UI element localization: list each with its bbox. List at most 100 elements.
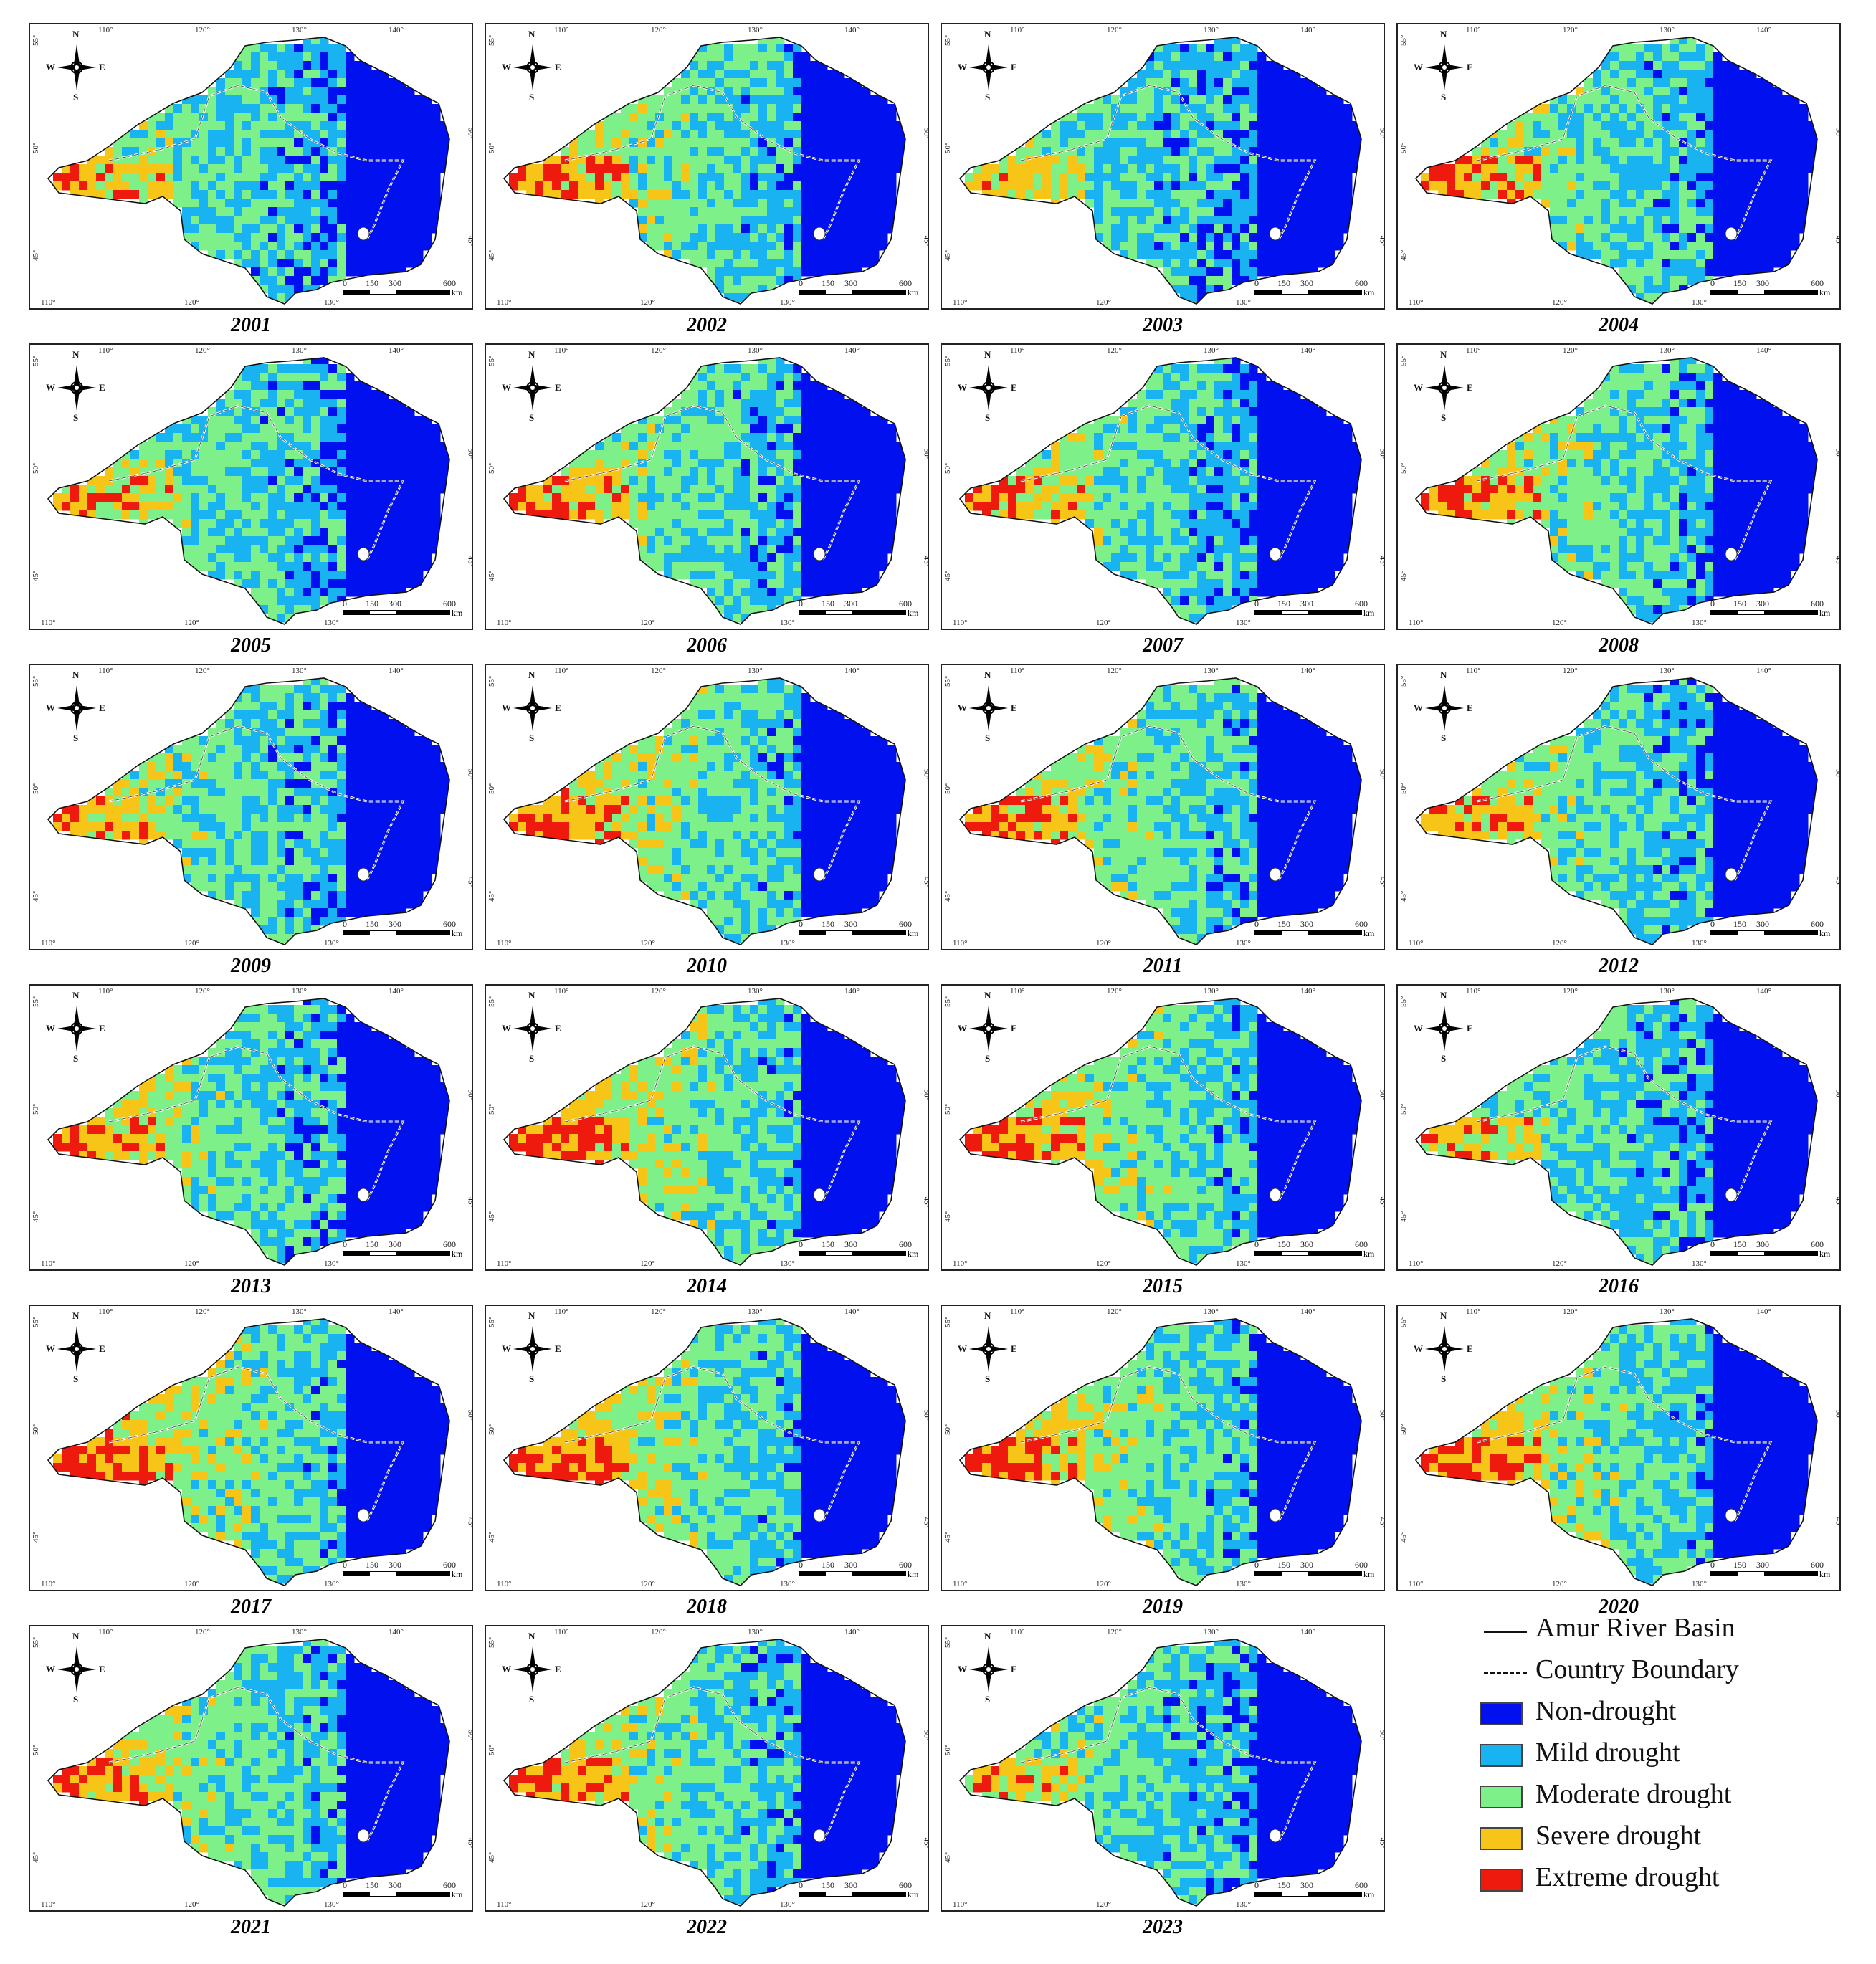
scale-bar-graphic <box>799 930 906 935</box>
scale-bar: 0 150 300 600 km <box>799 1880 920 1902</box>
axis-tick-label: 110° <box>1466 26 1481 34</box>
north-arrow-icon: N S E W <box>958 29 1017 103</box>
scale-label: 150 <box>366 278 378 289</box>
legend-item: Country Boundary <box>1477 1654 1864 1689</box>
axis-tick-label: 130° <box>1692 298 1707 307</box>
scale-unit: km <box>1819 287 1830 298</box>
legend: Amur River Basin Country Boundary Non-drou… <box>1477 1613 1864 1917</box>
scale-bar-graphic <box>1254 610 1362 615</box>
compass-label-n: N <box>984 349 991 361</box>
axis-tick-label: 55° <box>487 35 496 46</box>
country-boundary <box>108 1366 404 1522</box>
lake-khanka <box>813 1508 826 1522</box>
axis-tick-label: 45° <box>487 1211 496 1222</box>
country-boundary <box>1020 85 1315 240</box>
compass-label-s: S <box>985 412 990 424</box>
axis-tick-label: 50° <box>32 143 40 153</box>
axis-tick-label: 50° <box>1378 449 1384 459</box>
legend-item: Severe drought <box>1477 1821 1864 1856</box>
panel-year-label: 2002 <box>485 314 929 337</box>
scale-label: 150 <box>1733 1560 1746 1570</box>
axis-tick-label: 50° <box>922 769 928 780</box>
scale-label: 600 <box>899 1239 912 1250</box>
scale-bar: 0 150 300 600 km <box>1254 1560 1376 1581</box>
compass-label-e: E <box>1011 1343 1017 1355</box>
compass-label-n: N <box>72 349 79 361</box>
north-arrow-icon: N S E W <box>502 29 561 103</box>
compass-label-s: S <box>1441 92 1446 103</box>
axis-tick-label: 55° <box>943 35 952 46</box>
scale-bar: 0 150 300 600 km <box>799 919 920 940</box>
axis-tick-label: 50° <box>922 1090 928 1100</box>
basin-boundary <box>958 1639 1362 1907</box>
scale-bar-graphic <box>799 610 906 615</box>
drought-map <box>503 37 906 305</box>
axis-tick-label: 140° <box>389 1628 404 1636</box>
axis-tick-label: 140° <box>1300 667 1315 675</box>
legend-item: Moderate drought <box>1477 1779 1864 1814</box>
axis-tick-label: 120° <box>1552 298 1567 307</box>
axis-tick-label: 45° <box>32 891 40 902</box>
drought-map <box>47 37 450 305</box>
lake-khanka <box>357 867 370 882</box>
compass-label-n: N <box>528 29 535 40</box>
scale-label: 150 <box>1277 599 1290 609</box>
basin-boundary <box>1414 1318 1818 1586</box>
lake-khanka <box>357 1508 370 1522</box>
scale-label: 300 <box>844 1560 857 1570</box>
axis-tick-label: 110° <box>953 619 968 627</box>
scale-label: 150 <box>1277 278 1290 289</box>
axis-tick-label: 110° <box>1409 619 1424 627</box>
compass-label-s: S <box>529 733 534 744</box>
compass-label-e: E <box>99 1023 105 1034</box>
country-boundary <box>1476 405 1771 561</box>
scale-bar: 0 150 300 600 km <box>1710 1239 1832 1261</box>
axis-tick-label: 140° <box>844 1628 860 1636</box>
lake-khanka <box>1725 1508 1738 1522</box>
lake-khanka <box>357 547 370 561</box>
axis-tick-label: 50° <box>922 1410 928 1421</box>
drought-map <box>958 37 1362 305</box>
country-boundary <box>108 1687 404 1842</box>
country-boundary <box>564 85 860 240</box>
scale-label: 0 <box>799 1560 803 1570</box>
lake-khanka <box>1269 1188 1282 1202</box>
compass-label-e: E <box>1011 1023 1017 1034</box>
scale-bar: 0 150 300 600 km <box>799 1239 920 1261</box>
scale-label: 600 <box>443 1880 456 1891</box>
axis-tick-label: 45° <box>487 891 496 902</box>
scale-label: 0 <box>799 1239 803 1250</box>
scale-label: 150 <box>1733 919 1746 930</box>
compass-label-w: W <box>502 702 511 714</box>
axis-tick-label: 120° <box>1552 619 1567 627</box>
basin-boundary <box>503 37 906 305</box>
compass-label-w: W <box>958 1023 967 1034</box>
scale-label: 600 <box>443 1560 456 1570</box>
axis-tick-label: 45° <box>1378 236 1384 247</box>
scale-label: 300 <box>1300 1880 1313 1891</box>
scale-label: 300 <box>389 1880 401 1891</box>
axis-tick-label: 45° <box>943 1532 952 1543</box>
basin-boundary <box>47 677 450 945</box>
scale-label: 0 <box>343 1239 347 1250</box>
axis-tick-label: 50° <box>1378 1730 1384 1741</box>
axis-tick-label: 130° <box>780 1580 795 1588</box>
scale-label: 0 <box>799 599 803 609</box>
country-boundary <box>1020 1366 1315 1522</box>
axis-tick-label: 110° <box>41 619 56 627</box>
north-arrow-icon: N S E W <box>46 29 105 103</box>
axis-tick-label: 50° <box>1399 143 1408 153</box>
lake-khanka <box>357 1188 370 1202</box>
axis-tick-label: 120° <box>1096 1259 1111 1268</box>
scale-bar: 0 150 300 600 km <box>343 1880 465 1902</box>
axis-tick-label: 120° <box>184 298 199 307</box>
panel-year-label: 2007 <box>941 634 1385 657</box>
map-panel: 110° 120° 130° 140° 110° 120° 130° 55° 50° 45° 50°… <box>941 1625 1385 1912</box>
axis-tick-label: 140° <box>1756 346 1771 355</box>
north-arrow-icon: N S E W <box>502 349 561 423</box>
compass-label-s: S <box>985 1373 990 1385</box>
axis-tick-label: 130° <box>1692 1580 1707 1588</box>
axis-tick-label: 50° <box>1378 128 1384 139</box>
axis-tick-label: 45° <box>466 1838 472 1849</box>
scale-bar: 0 150 300 600 km <box>1710 278 1832 300</box>
